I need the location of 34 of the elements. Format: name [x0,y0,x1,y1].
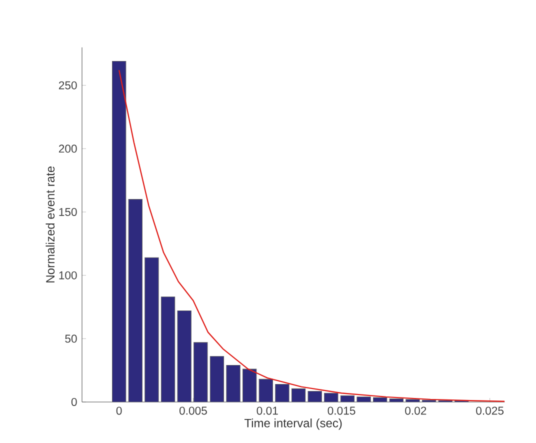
bar [406,399,420,402]
x-tick-label: 0.02 [405,406,426,415]
y-tick-label: 200 [58,144,77,153]
bar [340,395,355,402]
y-tick-label: 100 [59,271,77,280]
bar [324,392,338,402]
bar [242,368,257,402]
x-tick-label: 0.015 [328,406,356,415]
y-tick-label: 150 [59,208,77,216]
y-tick-label: 50 [65,334,77,343]
x-tick-label: 0.01 [256,406,278,415]
bar [194,342,208,402]
bar [258,378,273,402]
bar [177,310,192,402]
bar [389,398,404,402]
bar [128,199,142,402]
bar [373,397,388,402]
bar [291,388,306,402]
bar [226,364,240,402]
bar [275,384,290,402]
y-tick-label: 0 [71,398,77,406]
bar [308,390,322,402]
x-tick-label: 0 [116,406,122,415]
y-tick-label: 250 [58,81,77,90]
bar [112,60,126,402]
bar [210,356,224,402]
x-axis-title: Time interval (sec) [244,418,342,430]
y-axis-title: Normalized event rate [46,166,55,282]
bar [356,396,371,402]
bar [160,296,176,402]
line-series [118,70,505,402]
x-tick-label: 0.025 [476,406,504,415]
x-tick-label: 0.005 [179,406,207,415]
bar [144,257,159,402]
